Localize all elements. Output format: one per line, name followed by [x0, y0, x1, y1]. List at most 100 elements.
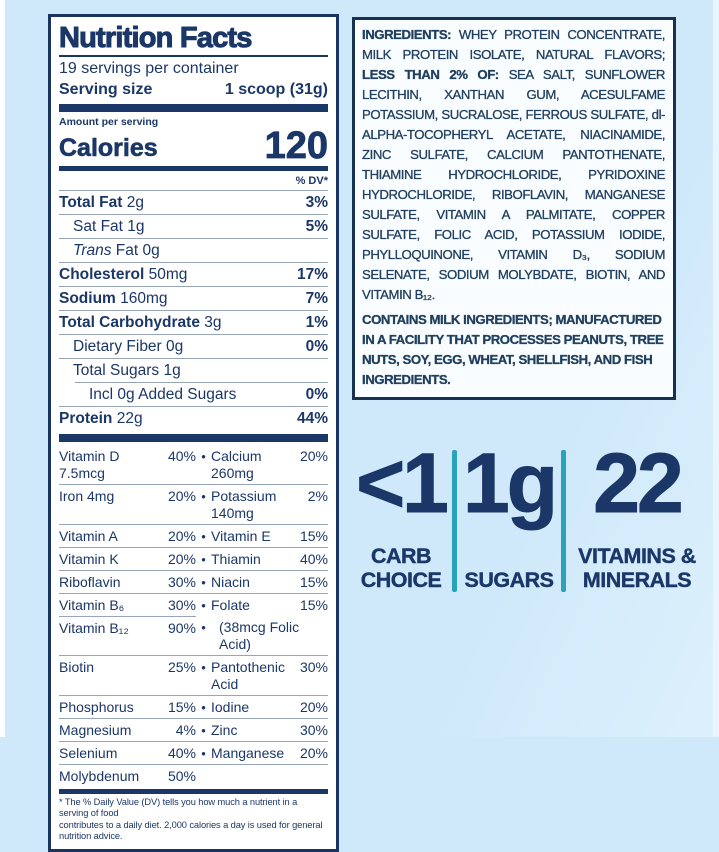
- bullet-icon: [196, 764, 211, 787]
- vitamin-right-dv: 40%: [299, 550, 328, 567]
- vitamin-row-1: Iron 4mg 20% • Potassium 140mg 2%: [59, 484, 328, 524]
- nutrient-name-part: 3g: [204, 314, 222, 331]
- nutrient-name-part: Cholesterol: [59, 266, 149, 283]
- footnote: * The % Daily Value (DV) tells you how m…: [59, 797, 328, 843]
- nutrient-name: Incl 0g Added Sugars: [89, 385, 236, 404]
- vitamin-right-name: (38mcg Folic Acid): [219, 618, 300, 652]
- vitamin-left-cell: Vitamin K 20%: [59, 547, 196, 570]
- nutrient-name: Trans Fat 0g: [73, 241, 160, 260]
- vitamin-left-name: Molybdenum: [59, 767, 140, 784]
- vitamin-left-dv: 30%: [167, 573, 196, 590]
- calories-label: Calories: [59, 134, 158, 163]
- stat-value: 22: [593, 436, 684, 530]
- nutrient-row-8: Incl 0g Added Sugars 0%: [75, 382, 328, 406]
- calories-row: Calories 120: [59, 125, 329, 167]
- vitamin-left-dv: 30%: [167, 596, 196, 613]
- vitamin-left-name: Magnesium: [59, 721, 132, 738]
- footnote-line-1: * The % Daily Value (DV) tells you how m…: [59, 796, 298, 819]
- vitamins-table: Vitamin D 7.5mcg 40% • Calcium 260mg 20% Iron…: [59, 445, 328, 787]
- nutrient-dv: 3%: [305, 194, 328, 211]
- vitamin-right-name: Vitamin E: [211, 527, 271, 544]
- vitamin-right-cell: Pantothenic Acid 30%: [211, 655, 328, 695]
- vitamin-row-6: Vitamin B₁₂ 90% • (38mcg Folic Acid): [59, 616, 328, 655]
- vitamin-right-cell: [211, 764, 328, 787]
- vitamin-right-name: Iodine: [211, 698, 250, 715]
- nutrient-row-2: Trans Fat 0g: [59, 238, 328, 262]
- calories-value: 120: [264, 125, 328, 167]
- vitamin-right-name: Niacin: [211, 573, 250, 590]
- stat-label-line: CARB: [370, 544, 432, 568]
- ingredients-segment: WHEY PROTEIN CONCENTRATE, MILK PROTEIN I…: [362, 27, 666, 62]
- nutrient-row-6: Dietary Fiber 0g 0%: [59, 334, 328, 358]
- vitamin-row-10: Selenium 40% • Manganese 20%: [59, 741, 328, 764]
- vitamin-right-dv: 30%: [299, 721, 328, 738]
- vitamin-right-dv: 15%: [299, 596, 328, 613]
- nutrient-dv: 44%: [296, 410, 328, 427]
- amount-per-serving-label: Amount per serving: [59, 116, 159, 128]
- nutrient-dv: 1%: [305, 314, 328, 331]
- vitamin-right-name: Zinc: [211, 721, 238, 738]
- vitamin-left-dv: 20%: [167, 550, 196, 567]
- nutrient-name-part: Protein: [59, 410, 117, 427]
- vitamin-row-11: Molybdenum 50%: [59, 764, 328, 787]
- vitamin-right-cell: Vitamin E 15%: [211, 524, 328, 547]
- vitamin-left-name: Selenium: [59, 744, 118, 761]
- vitamin-right-cell: Thiamin 40%: [211, 547, 328, 570]
- vitamin-left-dv: 40%: [167, 447, 196, 464]
- vitamin-right-cell: Manganese 20%: [211, 741, 328, 764]
- vitamin-row-8: Phosphorus 15% • Iodine 20%: [59, 695, 328, 718]
- daily-value-header: % DV*: [295, 175, 328, 187]
- vitamin-left-dv: 50%: [167, 767, 196, 784]
- vitamin-left-cell: Iron 4mg 20%: [59, 484, 196, 524]
- nutrient-name-part: 50mg: [148, 266, 188, 283]
- allergen-statement: CONTAINS MILK INGREDIENTS; MANUFACTURED …: [362, 310, 665, 390]
- vitamin-left-name: Riboflavin: [59, 573, 121, 590]
- vitamin-right-dv: 15%: [299, 527, 328, 544]
- ingredients-box: INGREDIENTS: WHEY PROTEIN CONCENTRATE, M…: [352, 17, 676, 400]
- vitamin-left-cell: Molybdenum 50%: [59, 764, 196, 787]
- nutrient-row-4: Sodium 160mg 7%: [59, 286, 328, 310]
- nutrient-name-part: 22g: [116, 410, 143, 427]
- nutrient-dv: 7%: [305, 290, 328, 307]
- vitamin-left-cell: Riboflavin 30%: [59, 570, 196, 593]
- stat-carb-choice: <1 CARB CHOICE: [350, 440, 452, 592]
- stat-label-line: SUGARS: [464, 568, 554, 592]
- stat-label: VITAMINS & MINERALS: [578, 544, 697, 592]
- vitamin-right-cell: Folate 15%: [211, 593, 328, 616]
- nutrient-name-part: Trans: [73, 242, 116, 259]
- vitamin-left-dv: 4%: [175, 721, 196, 738]
- serving-size-label: Serving size: [59, 81, 153, 98]
- bullet-icon: •: [196, 593, 211, 616]
- divider-bar-thick: [59, 434, 328, 442]
- bullet-icon: •: [196, 718, 211, 741]
- vitamin-left-name: Vitamin B₁₂: [59, 619, 129, 636]
- divider-bar-medium: [59, 166, 328, 171]
- stat-vitamins-minerals: 22 VITAMINS & MINERALS: [566, 436, 708, 592]
- vitamin-left-cell: Vitamin B₁₂ 90%: [59, 616, 196, 655]
- nutrient-name: Protein 22g: [59, 409, 143, 428]
- nutrient-name-part: Sat Fat 1g: [73, 218, 145, 235]
- serving-size-row: Serving size 1 scoop (31g): [59, 79, 328, 100]
- vitamin-row-9: Magnesium 4% • Zinc 30%: [59, 718, 328, 741]
- stat-label: SUGARS: [464, 568, 554, 592]
- nutrient-name-part: Total Fat: [59, 194, 127, 211]
- nutrient-dv: 5%: [305, 218, 328, 235]
- nutrient-dv: 17%: [296, 266, 328, 283]
- vitamin-row-2: Vitamin A 20% • Vitamin E 15%: [59, 524, 328, 547]
- nutrient-row-5: Total Carbohydrate 3g 1%: [59, 310, 328, 334]
- nutrient-row-9: Protein 22g 44%: [59, 406, 328, 430]
- vitamin-left-name: Vitamin A: [59, 527, 118, 544]
- page-edge-left: [0, 0, 5, 737]
- nutrient-row-0: Total Fat 2g 3%: [59, 190, 328, 214]
- vitamin-left-cell: Phosphorus 15%: [59, 695, 196, 718]
- vitamin-left-cell: Vitamin B₆ 30%: [59, 593, 196, 616]
- stat-divider: [561, 450, 566, 592]
- vitamin-left-cell: Vitamin A 20%: [59, 524, 196, 547]
- footnote-line-2: contributes to a daily diet. 2,000 calor…: [59, 819, 323, 842]
- vitamin-left-name: Iron 4mg: [59, 487, 115, 504]
- nutrient-name-part: Fat 0g: [115, 242, 160, 259]
- vitamin-right-dv: 20%: [299, 698, 328, 715]
- vitamin-right-name: Thiamin: [211, 550, 261, 567]
- vitamin-left-cell: Selenium 40%: [59, 741, 196, 764]
- vitamin-row-4: Riboflavin 30% • Niacin 15%: [59, 570, 328, 593]
